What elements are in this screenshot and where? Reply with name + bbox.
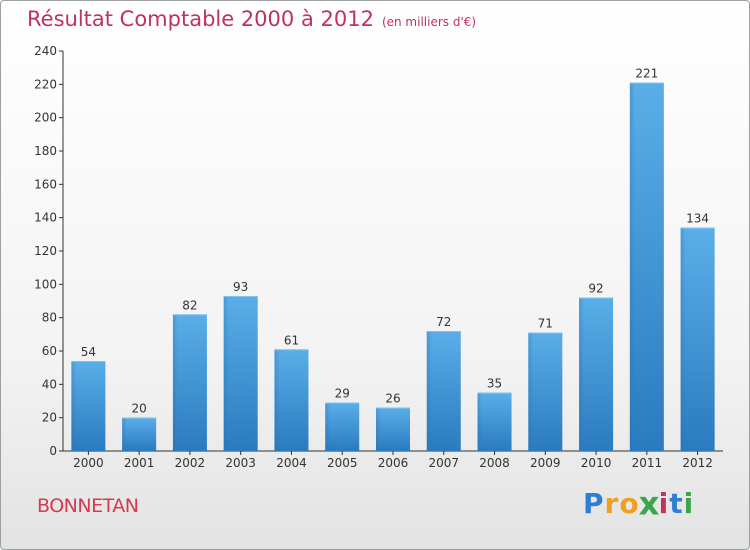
- bar-shade-2001: [122, 417, 128, 451]
- bar-2007: [426, 331, 461, 451]
- y-tick-label: 160: [34, 177, 57, 191]
- logo-letter: x: [638, 484, 661, 523]
- y-tick-label: 100: [34, 277, 57, 291]
- data-label-2005: 29: [335, 387, 350, 401]
- chart-title-text: Résultat Comptable 2000 à 2012: [27, 7, 374, 31]
- bar-2008: [477, 392, 512, 451]
- axes: 0 20 40 60 80 100 120 140 160 180 200 220 240: [34, 44, 723, 458]
- y-tick-label: 60: [42, 344, 57, 358]
- data-label-2006: 26: [385, 392, 400, 406]
- bars-group: [71, 82, 715, 452]
- x-tick-label: 2009: [530, 456, 561, 470]
- x-tick-label: 2000: [73, 456, 104, 470]
- bar-2003: [223, 296, 258, 451]
- proxiti-logo: Proxiti: [583, 484, 695, 523]
- bar-shade-2003: [223, 296, 229, 451]
- bar-shade-2002: [172, 314, 178, 451]
- data-label-2004: 61: [284, 333, 299, 347]
- logo-letter: t: [669, 487, 684, 520]
- bar-2009: [528, 332, 563, 451]
- bar-2012: [680, 227, 715, 451]
- data-label-2008: 35: [487, 377, 502, 391]
- bar-2004: [274, 349, 309, 451]
- bar-shade-2007: [426, 331, 432, 451]
- x-tick-label: 2012: [682, 456, 713, 470]
- x-tick-label: 2004: [276, 456, 307, 470]
- logo-letter: o: [619, 487, 640, 520]
- data-label-2001: 20: [132, 402, 147, 416]
- data-label-2009: 71: [538, 317, 553, 331]
- x-tick-label: 2011: [632, 456, 663, 470]
- data-label-2002: 82: [182, 298, 197, 312]
- logo-letter: P: [583, 487, 605, 520]
- labels-group: 2000 54 2001 20 2002 82 2003 93 2004 61 2005 29 2006…: [73, 67, 713, 470]
- x-tick-label: 2002: [175, 456, 206, 470]
- bar-2001: [122, 417, 157, 451]
- data-label-2011: 221: [635, 67, 658, 81]
- chart-title: Résultat Comptable 2000 à 2012 (en millie…: [27, 7, 476, 31]
- data-label-2000: 54: [81, 345, 96, 359]
- bar-2002: [172, 314, 207, 451]
- x-tick-label: 2010: [581, 456, 612, 470]
- data-label-2003: 93: [233, 280, 248, 294]
- y-tick-label: 240: [34, 44, 57, 58]
- y-tick-label: 180: [34, 144, 57, 158]
- bar-2005: [325, 402, 360, 451]
- bar-shade-2010: [579, 297, 585, 451]
- x-tick-label: 2003: [225, 456, 256, 470]
- x-tick-label: 2006: [378, 456, 409, 470]
- x-tick-label: 2001: [124, 456, 155, 470]
- bar-shade-2008: [477, 392, 483, 451]
- y-tick-label: 220: [34, 77, 57, 91]
- data-label-2012: 134: [686, 212, 709, 226]
- bar-shade-2011: [629, 82, 635, 452]
- bar-shade-2006: [376, 407, 381, 451]
- data-label-2007: 72: [436, 315, 451, 329]
- logo-letter: i: [683, 487, 695, 520]
- y-tick-label: 20: [42, 411, 57, 425]
- x-tick-label: 2007: [428, 456, 459, 470]
- y-tick-label: 40: [42, 377, 57, 391]
- y-tick-label: 120: [34, 244, 57, 258]
- x-tick-label: 2005: [327, 456, 358, 470]
- logo-letter: r: [604, 487, 620, 520]
- y-tick-label: 200: [34, 111, 57, 125]
- chart-subtitle: (en milliers d'€): [381, 15, 477, 29]
- bar-shade-2005: [325, 402, 331, 451]
- data-label-2010: 92: [588, 282, 603, 296]
- bar-shade-2004: [274, 349, 280, 451]
- bar-2011: [629, 82, 664, 452]
- bar-2000: [71, 361, 106, 451]
- y-tick-label: 80: [42, 311, 57, 325]
- y-tick-label: 0: [49, 444, 57, 458]
- bar-shade-2000: [71, 361, 77, 451]
- x-tick-label: 2008: [479, 456, 510, 470]
- bar-shade-2009: [528, 332, 534, 451]
- bar-shade-2012: [680, 227, 686, 451]
- commune-name: BONNETAN: [37, 495, 139, 517]
- logo-letter: i: [658, 487, 670, 520]
- bar-2010: [579, 297, 614, 451]
- y-tick-label: 140: [34, 211, 57, 225]
- bar-2006: [376, 407, 410, 451]
